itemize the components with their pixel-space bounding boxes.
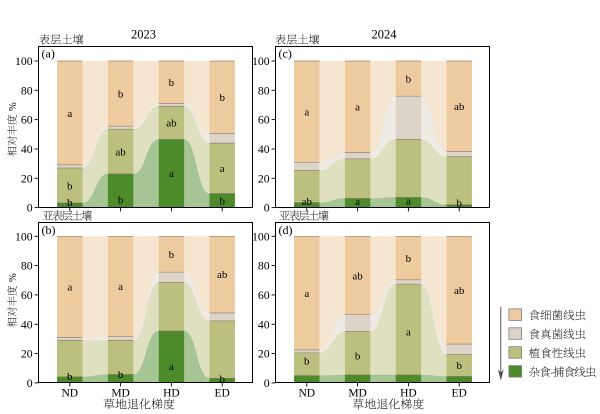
svg-text:a: a — [304, 288, 309, 300]
svg-text:80: 80 — [21, 83, 33, 97]
svg-text:0: 0 — [27, 376, 33, 390]
svg-text:100: 100 — [252, 229, 270, 243]
svg-text:a: a — [169, 168, 174, 180]
svg-text:40: 40 — [258, 317, 270, 331]
svg-text:(d): (d) — [279, 223, 293, 237]
svg-text:ab: ab — [454, 101, 465, 113]
svg-text:100: 100 — [252, 54, 270, 68]
svg-text:20: 20 — [21, 347, 33, 361]
svg-text:b: b — [456, 198, 462, 210]
svg-text:100: 100 — [15, 54, 33, 68]
svg-text:a: a — [118, 281, 123, 293]
svg-text:ab: ab — [454, 285, 465, 297]
svg-text:ab: ab — [352, 270, 363, 282]
svg-text:80: 80 — [258, 83, 270, 97]
svg-text:40: 40 — [258, 142, 270, 156]
svg-text:100: 100 — [15, 229, 33, 243]
svg-text:a: a — [67, 282, 72, 294]
svg-text:a: a — [355, 102, 360, 114]
svg-text:a: a — [220, 163, 225, 175]
svg-text:b: b — [67, 197, 73, 209]
svg-text:60: 60 — [21, 288, 33, 302]
svg-text:ab: ab — [166, 118, 177, 130]
svg-text:HD: HD — [163, 387, 180, 399]
svg-text:40: 40 — [21, 317, 33, 331]
svg-text:80: 80 — [21, 259, 33, 273]
svg-text:(a): (a) — [42, 47, 55, 61]
svg-text:%: % — [8, 273, 19, 282]
svg-text:b: b — [304, 356, 310, 368]
svg-text:b: b — [219, 374, 225, 386]
svg-text:HD: HD — [400, 387, 417, 399]
svg-text:20: 20 — [258, 171, 270, 185]
svg-text:80: 80 — [258, 259, 270, 273]
svg-text:0: 0 — [264, 201, 270, 215]
svg-text:ab: ab — [115, 146, 126, 158]
svg-text:b: b — [169, 77, 175, 89]
svg-text:ND: ND — [61, 387, 78, 399]
svg-text:b: b — [219, 195, 225, 207]
svg-text:b: b — [406, 73, 412, 85]
svg-text:MD: MD — [348, 387, 367, 399]
svg-text:60: 60 — [258, 113, 270, 127]
svg-text:MD: MD — [111, 387, 130, 399]
svg-text:a: a — [355, 196, 360, 208]
svg-text:60: 60 — [258, 288, 270, 302]
svg-text:b: b — [169, 249, 175, 261]
svg-text:0: 0 — [27, 201, 33, 215]
svg-text:a: a — [406, 327, 411, 339]
svg-text:a: a — [169, 361, 174, 373]
svg-text:(c): (c) — [279, 47, 292, 61]
svg-text:a: a — [406, 195, 411, 207]
svg-text:ab: ab — [302, 196, 313, 208]
svg-text:20: 20 — [21, 171, 33, 185]
svg-text:20: 20 — [258, 347, 270, 361]
svg-text:ab: ab — [217, 269, 228, 281]
svg-text:b: b — [67, 180, 73, 192]
svg-text:2024: 2024 — [372, 28, 398, 42]
svg-text:0: 0 — [264, 376, 270, 390]
svg-text:b: b — [355, 351, 361, 363]
svg-text:60: 60 — [21, 113, 33, 127]
svg-text:b: b — [118, 369, 124, 381]
svg-text:b: b — [118, 88, 124, 100]
svg-text:b: b — [118, 194, 124, 206]
svg-text:ND: ND — [298, 387, 315, 399]
svg-text:ED: ED — [452, 387, 467, 399]
svg-text:40: 40 — [21, 142, 33, 156]
svg-text:a: a — [67, 108, 72, 120]
svg-text:(b): (b) — [42, 223, 56, 237]
svg-text:b: b — [406, 253, 412, 265]
svg-text:%: % — [8, 102, 19, 111]
svg-text:ED: ED — [215, 387, 230, 399]
svg-text:b: b — [219, 92, 225, 104]
svg-text:b: b — [67, 371, 73, 383]
svg-text:a: a — [304, 106, 309, 118]
svg-text:b: b — [456, 360, 462, 372]
svg-text:2023: 2023 — [131, 28, 156, 42]
